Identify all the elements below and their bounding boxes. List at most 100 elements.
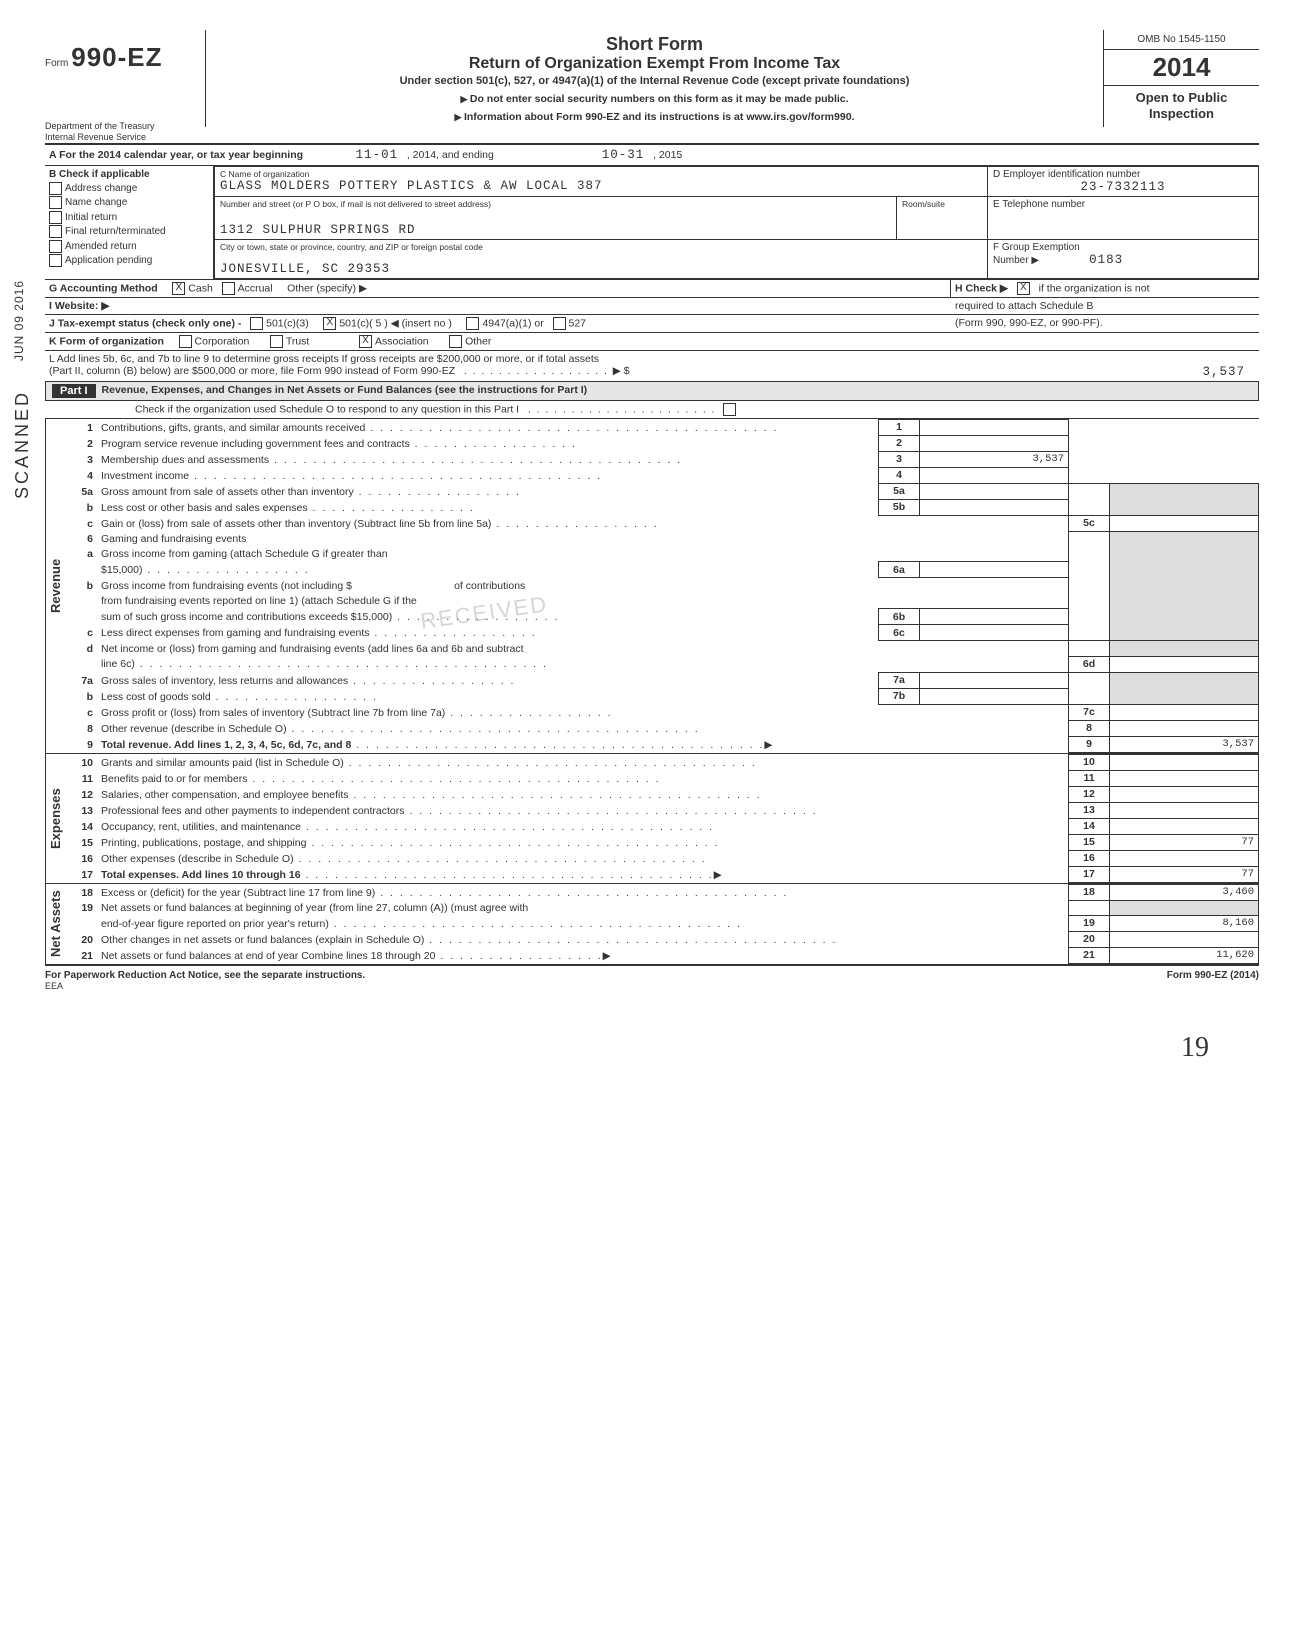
sec-h-label: H Check ▶	[955, 282, 1008, 294]
chk-application-pending[interactable]	[49, 254, 62, 267]
chk-cash[interactable]: X	[172, 282, 185, 295]
sec-j-label: J Tax-exempt status (check only one) -	[49, 317, 241, 329]
line-19: 19Net assets or fund balances at beginni…	[65, 900, 1259, 915]
line-6d2: line 6c)6d	[65, 656, 1259, 672]
chk-association[interactable]: X	[359, 335, 372, 348]
open-public-1: Open to Public	[1104, 90, 1259, 106]
chk-final-return[interactable]	[49, 225, 62, 238]
line-19b: end-of-year figure reported on prior yea…	[65, 915, 1259, 931]
subtitle: Under section 501(c), 527, or 4947(a)(1)…	[214, 75, 1095, 87]
chk-4947[interactable]	[466, 317, 479, 330]
line-10: 10Grants and similar amounts paid (list …	[65, 754, 1259, 770]
line-21: 21Net assets or fund balances at end of …	[65, 947, 1259, 963]
form-number: 990-EZ	[71, 42, 162, 72]
lbl-initial-return: Initial return	[65, 212, 117, 223]
line-7b-text: Less cost of goods sold	[101, 691, 211, 703]
lbl-trust: Trust	[286, 335, 310, 347]
sec-l-value: 3,537	[1105, 365, 1255, 379]
org-address: 1312 SULPHUR SPRINGS RD	[220, 223, 891, 237]
line-10-text: Grants and similar amounts paid (list in…	[101, 757, 344, 769]
line-14: 14Occupancy, rent, utilities, and mainte…	[65, 818, 1259, 834]
sec-l-line1: L Add lines 5b, 6c, and 7b to line 9 to …	[49, 353, 1255, 365]
tax-year-begin: 11-01	[356, 148, 399, 162]
line-2-text: Program service revenue including govern…	[101, 438, 410, 450]
value-19: 8,160	[1110, 915, 1259, 931]
room-label: Room/suite	[902, 199, 982, 209]
scanned-stamp: SCANNED	[12, 390, 33, 499]
line-6b3-text: from fundraising events reported on line…	[101, 595, 417, 607]
line-7a-text: Gross sales of inventory, less returns a…	[101, 675, 348, 687]
lbl-501c3: 501(c)(3)	[266, 317, 309, 329]
section-b: B Check if applicable Address change Nam…	[45, 166, 214, 279]
line-1: 1Contributions, gifts, grants, and simil…	[65, 419, 1259, 435]
line-7c: cGross profit or (loss) from sales of in…	[65, 704, 1259, 720]
line-13: 13Professional fees and other payments t…	[65, 802, 1259, 818]
line-3-text: Membership dues and assessments	[101, 454, 269, 466]
sec-i-label: I Website: ▶	[49, 300, 109, 312]
chk-accrual[interactable]	[222, 282, 235, 295]
line-16: 16Other expenses (describe in Schedule O…	[65, 850, 1259, 866]
expenses-table: 10Grants and similar amounts paid (list …	[65, 754, 1259, 883]
page-number: 19	[45, 1032, 1259, 1064]
page-footer: For Paperwork Reduction Act Notice, see …	[45, 970, 1259, 992]
omb-cell: OMB No 1545-1150 2014 Open to Public Ins…	[1104, 30, 1259, 121]
header-grid: B Check if applicable Address change Nam…	[45, 166, 1259, 279]
chk-amended[interactable]	[49, 240, 62, 253]
line-15-text: Printing, publications, postage, and shi…	[101, 837, 306, 849]
line-18-text: Excess or (deficit) for the year (Subtra…	[101, 887, 375, 899]
chk-name-change[interactable]	[49, 196, 62, 209]
value-15: 77	[1110, 834, 1259, 850]
open-public-2: Inspection	[1104, 106, 1259, 122]
line-6d2-text: line 6c)	[101, 658, 135, 670]
chk-527[interactable]	[553, 317, 566, 330]
part1-check-row: Check if the organization used Schedule …	[45, 401, 1259, 418]
part1-header: Part I Revenue, Expenses, and Changes in…	[45, 381, 1259, 401]
net-assets-section: Net Assets 18Excess or (deficit) for the…	[45, 883, 1259, 966]
line-13-text: Professional fees and other payments to …	[101, 805, 405, 817]
chk-other-org[interactable]	[449, 335, 462, 348]
footer-left: For Paperwork Reduction Act Notice, see …	[45, 970, 365, 981]
form-header: Form 990-EZ Department of the Treasury I…	[45, 30, 1259, 143]
title-cell: Short Form Return of Organization Exempt…	[205, 30, 1104, 127]
lbl-name-change: Name change	[65, 197, 127, 208]
chk-schedule-b[interactable]: X	[1017, 282, 1030, 295]
line-21-text: Net assets or fund balances at end of ye…	[101, 950, 435, 962]
line-5b-text: Less cost or other basis and sales expen…	[101, 502, 308, 514]
chk-address-change[interactable]	[49, 182, 62, 195]
section-g: G Accounting Method XCash Accrual Other …	[45, 280, 950, 297]
value-21: 11,620	[1110, 947, 1259, 963]
chk-corporation[interactable]	[179, 335, 192, 348]
chk-trust[interactable]	[270, 335, 283, 348]
line-5a: 5aGross amount from sale of assets other…	[65, 483, 1259, 499]
value-18: 3,460	[1110, 884, 1259, 900]
section-h: H Check ▶ X if the organization is not	[950, 280, 1259, 297]
line-6b-text: Gross income from fundraising events (no…	[101, 580, 352, 592]
lbl-cash: Cash	[188, 282, 213, 294]
chk-501c3[interactable]	[250, 317, 263, 330]
chk-initial-return[interactable]	[49, 211, 62, 224]
line-11: 11Benefits paid to or for members11	[65, 770, 1259, 786]
sec-k-label: K Form of organization	[49, 335, 164, 347]
line-5c-text: Gain or (loss) from sale of assets other…	[101, 518, 491, 530]
ein-value: 23-7332113	[993, 180, 1253, 194]
sec-h-line2: required to attach Schedule B	[951, 298, 1259, 314]
title-main: Return of Organization Exempt From Incom…	[214, 55, 1095, 73]
dept-line1: Department of the Treasury	[45, 121, 205, 132]
line-4-text: Investment income	[101, 470, 189, 482]
value-3: 3,537	[920, 451, 1069, 467]
sec-f-label2: Number ▶	[993, 255, 1039, 266]
footer-right: Form 990-EZ (2014)	[1167, 970, 1259, 992]
line-3: 3Membership dues and assessments33,537	[65, 451, 1259, 467]
part1-tag: Part I	[52, 384, 96, 398]
title-short-form: Short Form	[214, 34, 1095, 55]
line-15: 15Printing, publications, postage, and s…	[65, 834, 1259, 850]
chk-part1-schedule-o[interactable]	[723, 403, 736, 416]
line-6a2-text: $15,000)	[101, 564, 142, 576]
tax-year-end: 10-31	[602, 148, 645, 162]
revenue-section: Revenue 1Contributions, gifts, grants, a…	[45, 418, 1259, 753]
line-6-text: Gaming and fundraising events	[101, 533, 246, 545]
lbl-association: Association	[375, 335, 429, 347]
chk-501c[interactable]: X	[323, 317, 336, 330]
line-17: 17Total expenses. Add lines 10 through 1…	[65, 866, 1259, 882]
form-number-cell: Form 990-EZ Department of the Treasury I…	[45, 30, 205, 143]
